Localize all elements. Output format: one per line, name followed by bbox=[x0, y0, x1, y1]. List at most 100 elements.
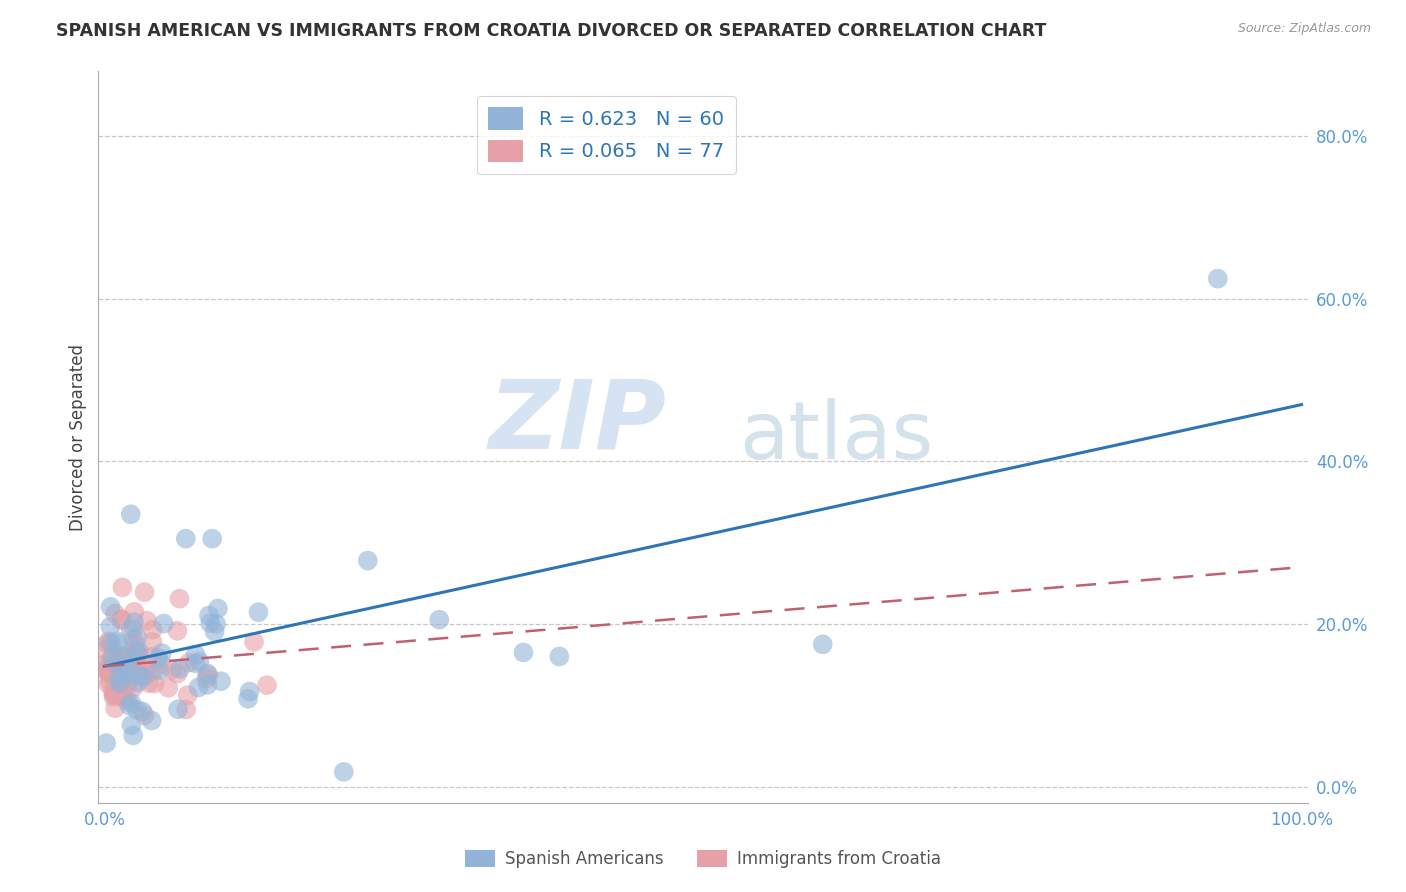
Text: Source: ZipAtlas.com: Source: ZipAtlas.com bbox=[1237, 22, 1371, 36]
Point bbox=[104, 688, 127, 702]
Point bbox=[512, 645, 534, 659]
Point bbox=[104, 607, 127, 621]
Point bbox=[188, 654, 211, 668]
Point bbox=[124, 638, 146, 652]
Point bbox=[107, 654, 129, 668]
Point bbox=[548, 649, 571, 664]
Point bbox=[134, 708, 156, 723]
Point bbox=[152, 616, 174, 631]
Point bbox=[115, 651, 138, 665]
Point bbox=[146, 651, 169, 665]
Point bbox=[120, 623, 142, 637]
Point bbox=[134, 585, 156, 599]
Point bbox=[129, 662, 152, 676]
Point bbox=[100, 666, 122, 681]
Point bbox=[127, 675, 149, 690]
Point bbox=[120, 696, 142, 710]
Point bbox=[97, 634, 120, 648]
Point bbox=[142, 664, 165, 678]
Point bbox=[105, 650, 128, 665]
Point bbox=[110, 613, 132, 627]
Point bbox=[121, 681, 143, 695]
Point bbox=[98, 667, 121, 681]
Point bbox=[104, 701, 127, 715]
Point bbox=[150, 657, 173, 671]
Point bbox=[105, 634, 128, 648]
Point bbox=[96, 663, 118, 677]
Point bbox=[110, 649, 132, 664]
Point bbox=[122, 661, 145, 675]
Point bbox=[150, 646, 173, 660]
Point bbox=[127, 646, 149, 660]
Point bbox=[128, 648, 150, 662]
Point bbox=[121, 648, 143, 663]
Point bbox=[1206, 271, 1229, 285]
Point bbox=[96, 637, 118, 651]
Text: SPANISH AMERICAN VS IMMIGRANTS FROM CROATIA DIVORCED OR SEPARATED CORRELATION CH: SPANISH AMERICAN VS IMMIGRANTS FROM CROA… bbox=[56, 22, 1046, 40]
Point bbox=[247, 605, 270, 619]
Point bbox=[141, 714, 163, 728]
Point bbox=[96, 665, 118, 679]
Point bbox=[333, 764, 356, 779]
Point bbox=[243, 635, 266, 649]
Point bbox=[197, 668, 219, 682]
Point bbox=[94, 643, 117, 657]
Point bbox=[174, 702, 197, 716]
Legend: R = 0.623   N = 60, R = 0.065   N = 77: R = 0.623 N = 60, R = 0.065 N = 77 bbox=[477, 95, 735, 174]
Point bbox=[112, 691, 135, 706]
Point bbox=[207, 601, 229, 615]
Point bbox=[128, 645, 150, 659]
Point bbox=[200, 616, 222, 631]
Point bbox=[205, 617, 228, 632]
Point bbox=[169, 662, 191, 676]
Point bbox=[177, 688, 200, 702]
Point bbox=[125, 631, 148, 645]
Point bbox=[103, 657, 125, 671]
Point bbox=[98, 665, 121, 680]
Point bbox=[124, 642, 146, 657]
Point bbox=[117, 650, 139, 665]
Point bbox=[94, 657, 117, 671]
Point bbox=[103, 690, 125, 704]
Point bbox=[238, 684, 260, 698]
Point bbox=[122, 728, 145, 742]
Point bbox=[174, 532, 197, 546]
Point bbox=[100, 636, 122, 650]
Point bbox=[101, 651, 124, 665]
Point bbox=[209, 674, 232, 689]
Point bbox=[160, 663, 183, 677]
Point bbox=[157, 681, 180, 695]
Text: ZIP: ZIP bbox=[489, 376, 666, 469]
Point bbox=[184, 648, 207, 662]
Point bbox=[184, 657, 207, 671]
Point bbox=[131, 705, 153, 719]
Point bbox=[138, 676, 160, 690]
Point bbox=[111, 612, 134, 626]
Point bbox=[117, 674, 139, 689]
Point bbox=[811, 637, 834, 651]
Point bbox=[118, 698, 141, 713]
Point bbox=[104, 673, 127, 687]
Point bbox=[120, 718, 142, 732]
Point bbox=[112, 669, 135, 683]
Point bbox=[177, 656, 200, 670]
Text: atlas: atlas bbox=[740, 398, 934, 476]
Point bbox=[112, 659, 135, 673]
Point bbox=[101, 684, 124, 698]
Point bbox=[195, 666, 218, 681]
Legend: Spanish Americans, Immigrants from Croatia: Spanish Americans, Immigrants from Croat… bbox=[458, 843, 948, 875]
Point bbox=[125, 653, 148, 667]
Point bbox=[167, 702, 190, 716]
Point bbox=[256, 678, 278, 692]
Point bbox=[111, 581, 134, 595]
Point bbox=[122, 615, 145, 630]
Point bbox=[357, 553, 380, 567]
Point bbox=[114, 657, 136, 671]
Point bbox=[141, 635, 163, 649]
Point bbox=[204, 624, 226, 639]
Point bbox=[166, 624, 188, 638]
Point bbox=[108, 664, 131, 678]
Point bbox=[112, 649, 135, 664]
Point bbox=[148, 664, 170, 678]
Y-axis label: Divorced or Separated: Divorced or Separated bbox=[69, 343, 87, 531]
